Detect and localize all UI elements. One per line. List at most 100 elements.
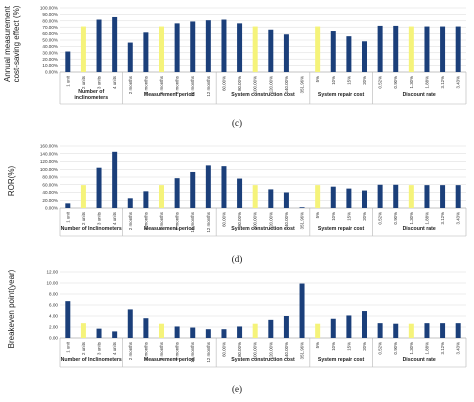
bar-2-1 [80, 323, 86, 338]
y-tick-label: 6.00 [49, 303, 58, 308]
group-label: Number of inclinometers [74, 89, 108, 101]
bar-1-22 [408, 185, 414, 208]
x-tick-label: 12 months [206, 75, 211, 96]
bar-2-10 [221, 329, 227, 338]
x-tick-label: 120.00% [268, 342, 273, 359]
bar-2-14 [283, 316, 289, 338]
x-tick-label: 100.00% [253, 212, 258, 229]
bar-0-25 [455, 26, 461, 73]
x-tick-label: 4 units [112, 211, 117, 225]
group-label: Measurement period [144, 92, 195, 98]
y-tick-label: 40.00% [42, 44, 58, 49]
x-tick-label: 20% [362, 212, 367, 221]
group-label: System repair cost [318, 92, 365, 98]
x-tick-label: 100.00% [253, 342, 258, 359]
bar-0-12 [252, 26, 258, 73]
x-tick-label: 2 units [81, 211, 86, 225]
bar-2-23 [424, 323, 430, 338]
bar-1-2 [96, 167, 102, 208]
x-tick-label: 351.96% [300, 212, 305, 229]
bar-0-11 [237, 23, 243, 72]
y-axis-label: Annual measurementcost-saving effect (%) [3, 5, 21, 82]
x-tick-label: 8 months [175, 75, 180, 94]
y-tick-label: 160.00% [40, 144, 58, 149]
y-tick-label: 50.00% [42, 38, 58, 43]
x-tick-label: 12 months [206, 341, 211, 362]
x-tick-label: 6 months [159, 75, 164, 94]
bar-1-12 [252, 185, 258, 208]
bar-0-1 [80, 26, 86, 73]
x-tick-label: 0.90% [393, 76, 398, 89]
x-tick-label: 1 unit [65, 211, 70, 223]
bar-1-0 [65, 203, 71, 208]
bar-0-19 [362, 41, 367, 72]
bar-1-18 [346, 188, 352, 208]
y-tick-label: 12.00 [47, 270, 59, 275]
x-tick-label: 0.52% [378, 212, 383, 225]
x-tick-label: 2 months [128, 341, 133, 360]
x-tick-label: 4 months [143, 75, 148, 94]
x-tick-label: 10 months [190, 341, 195, 362]
x-tick-label: 2 units [81, 341, 86, 355]
bar-0-2 [96, 19, 102, 72]
x-tick-label: 0.90% [393, 212, 398, 225]
bar-2-22 [408, 323, 414, 338]
bar-2-21 [393, 323, 399, 338]
y-axis-label: Breakeven point(year) [7, 269, 16, 348]
x-tick-label: 4 months [143, 341, 148, 360]
x-tick-label: 3.43% [456, 212, 461, 225]
x-tick-label: 0.90% [393, 342, 398, 355]
y-tick-label: 0.00% [45, 70, 58, 75]
x-tick-label: 3.43% [456, 76, 461, 89]
bar-2-7 [174, 326, 180, 338]
group-label: Number of Inclinometers [61, 226, 122, 232]
bar-2-16 [315, 323, 321, 338]
x-tick-label: 0.52% [378, 342, 383, 355]
x-tick-label: 10 months [190, 211, 195, 232]
x-tick-label: 5% [315, 76, 320, 82]
x-tick-label: 1 unit [65, 75, 70, 87]
x-tick-label: 80.00% [237, 76, 242, 91]
bar-0-5 [143, 32, 149, 72]
y-tick-label: 20.00% [42, 57, 58, 62]
x-tick-label: 6 months [159, 341, 164, 360]
x-tick-label: 3.12% [440, 212, 445, 225]
group-label: System construction cost [231, 226, 295, 232]
bar-0-21 [393, 25, 399, 73]
group-label: System construction cost [231, 357, 295, 363]
bar-1-11 [237, 178, 243, 208]
bar-2-5 [143, 318, 149, 338]
y-tick-label: 80.00% [42, 18, 58, 23]
x-tick-label: 15% [346, 212, 351, 221]
x-tick-label: 20% [362, 76, 367, 85]
bar-1-20 [377, 184, 383, 208]
bar-2-4 [127, 309, 133, 338]
x-tick-label: 10% [331, 342, 336, 351]
bar-1-3 [112, 151, 118, 208]
bar-1-15 [299, 207, 305, 208]
x-tick-label: 0.52% [378, 76, 383, 89]
group-label: System repair cost [318, 357, 365, 363]
x-tick-label: 1.88% [424, 76, 429, 89]
x-tick-label: 3.12% [440, 76, 445, 89]
y-tick-label: 0.00 [49, 336, 58, 341]
x-tick-label: 15% [346, 342, 351, 351]
group-label: System construction cost [231, 92, 295, 98]
bar-2-3 [112, 331, 118, 338]
x-tick-label: 1 unit [65, 341, 70, 353]
y-tick-label: 8.00 [49, 292, 58, 297]
x-tick-label: 8 months [175, 341, 180, 360]
bar-1-1 [80, 185, 86, 208]
bar-0-14 [283, 34, 289, 72]
x-tick-label: 3 units [97, 341, 102, 355]
y-tick-label: 4.00 [49, 314, 58, 319]
y-tick-label: 2.00 [49, 325, 58, 330]
bar-2-20 [377, 323, 383, 338]
x-tick-label: 10 months [190, 75, 195, 96]
x-tick-label: 140.00% [284, 76, 289, 93]
bar-1-25 [455, 185, 461, 208]
panel-label: (c) [232, 118, 242, 128]
bar-0-6 [159, 26, 164, 73]
bar-1-8 [190, 171, 196, 208]
